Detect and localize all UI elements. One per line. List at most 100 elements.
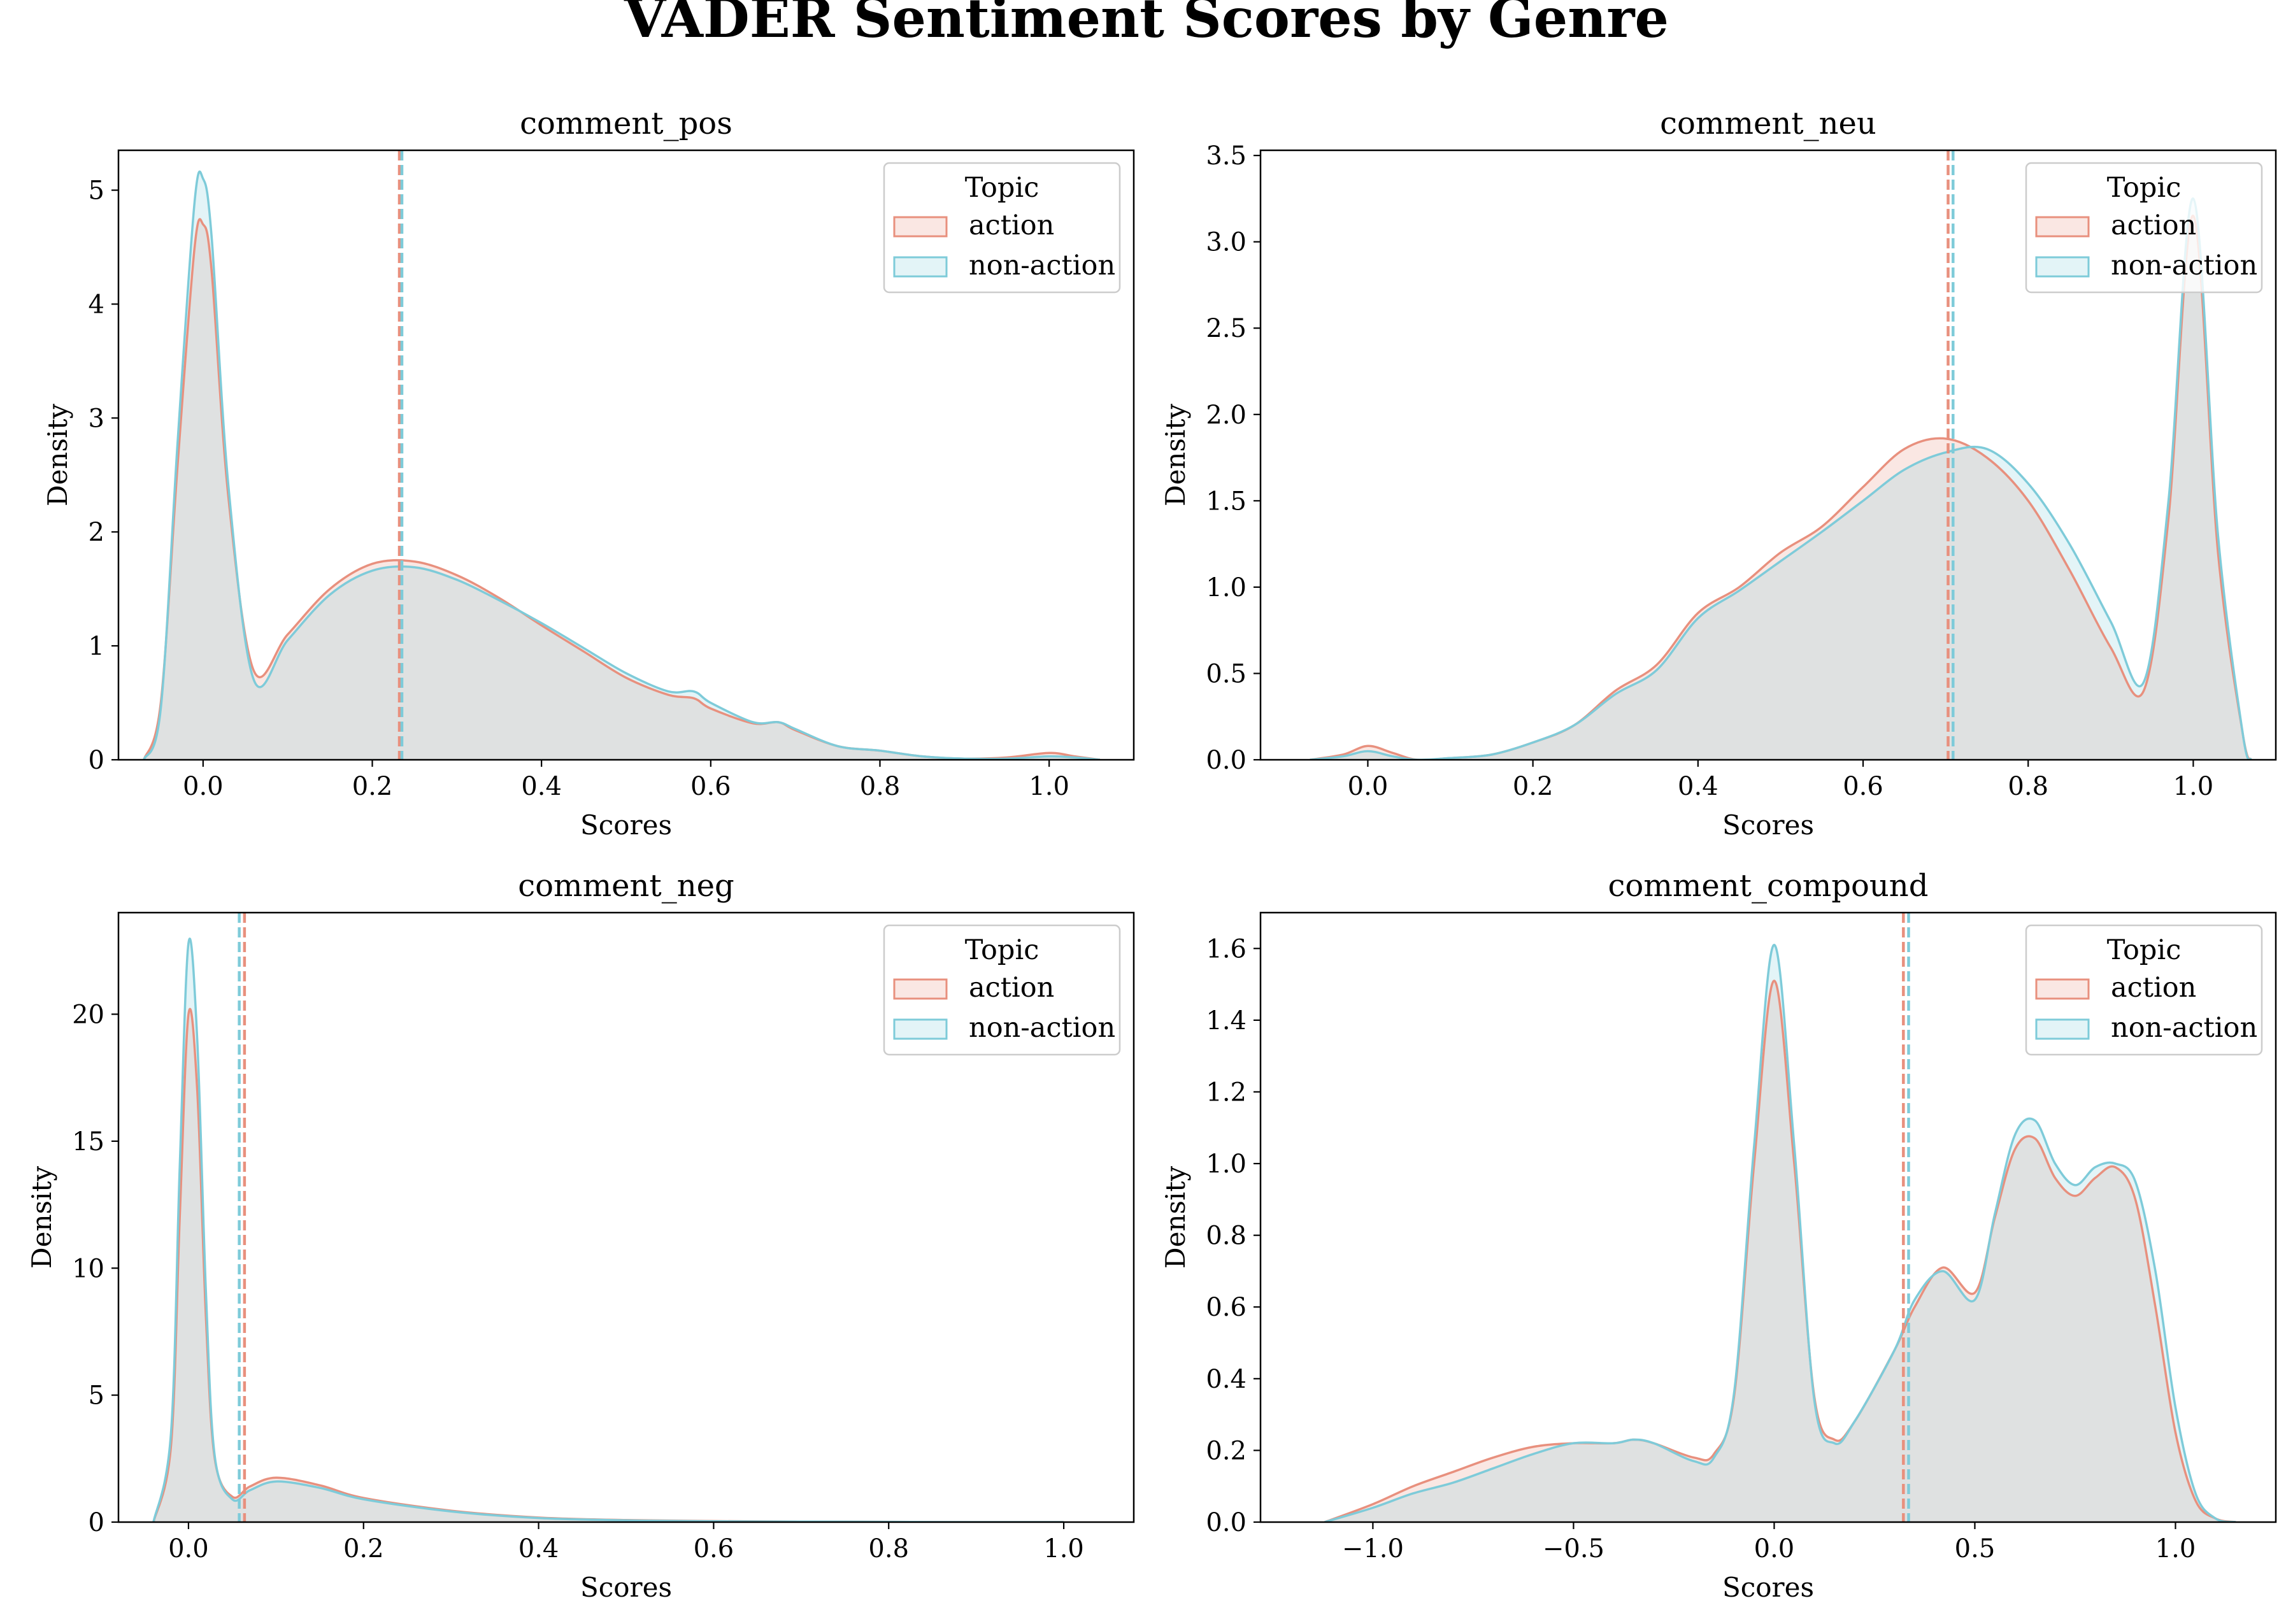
legend: Topic action non-action [2025, 162, 2263, 294]
plot-area [143, 150, 1101, 760]
legend-swatch-non-action [2035, 256, 2090, 278]
subplot-title: comment_neg [518, 868, 734, 904]
y-tick-label: 3 [89, 404, 104, 433]
y-tick-label: 0 [89, 746, 104, 775]
density-line-non-action [1324, 943, 2236, 1522]
subplot-comment-compound: −1.0 −0.5 0.0 0.5 1.0 0.0 0.2 0.4 0.6 0.8 1.0 1.2 1.… [1160, 868, 2277, 1603]
y-axis-label: Density [42, 404, 73, 506]
x-axis-label: Scores [580, 809, 672, 841]
y-tick-label: 15 [72, 1127, 104, 1157]
y-axis-label: Density [1160, 404, 1191, 506]
x-tick-label: 0.0 [1754, 1534, 1795, 1563]
y-tick-label: 3.5 [1206, 141, 1247, 171]
legend: Topic action non-action [883, 924, 1121, 1056]
y-tick-label: 3.0 [1206, 228, 1247, 257]
legend-swatch-non-action [893, 1018, 948, 1040]
legend: Topic action non-action [2025, 924, 2263, 1056]
legend-title: Topic [2107, 934, 2182, 966]
x-tick-label: −0.5 [1543, 1534, 1604, 1563]
y-tick-label: 1.4 [1206, 1006, 1247, 1036]
x-tick-label: 0.2 [343, 1534, 384, 1563]
legend-label-action: action [969, 972, 1054, 1004]
legend-box [2025, 162, 2263, 294]
x-tick-label: 0.8 [860, 772, 901, 801]
density-line-non-action [143, 170, 1101, 760]
legend-swatch-action [2035, 978, 2090, 1000]
x-tick-label: −1.0 [1342, 1534, 1404, 1563]
density-area-action [143, 219, 1100, 760]
legend-swatch-non-action [2035, 1018, 2090, 1040]
y-tick-label: 1.2 [1206, 1078, 1247, 1107]
legend-swatch-action [2035, 216, 2090, 238]
y-tick-label: 20 [72, 1001, 104, 1030]
y-axis-label: Density [26, 1166, 57, 1269]
legend-box [883, 162, 1121, 294]
x-tick-label: 0.0 [183, 772, 224, 801]
subplot-comment-neu: 0.0 0.2 0.4 0.6 0.8 1.0 0.0 0.5 1.0 1.5 2.0 2.5 3.0 3… [1160, 106, 2277, 841]
y-tick-label: 0.8 [1206, 1222, 1247, 1251]
x-tick-label: 0.6 [1843, 772, 1883, 801]
density-area-non-action [1324, 944, 2236, 1522]
x-tick-label: 1.0 [2155, 1534, 2196, 1563]
axes-frame [117, 149, 1135, 761]
legend-label-non-action: non-action [969, 250, 1115, 281]
plot-area [1324, 913, 2236, 1522]
subplot-comment-neg: 0.0 0.2 0.4 0.6 0.8 1.0 0 5 10 15 20 comment_neg Sco… [26, 868, 1135, 1603]
x-tick-label: 0.0 [1348, 772, 1389, 801]
y-tick-label: 2 [89, 518, 104, 547]
y-tick-label: 0.0 [1206, 746, 1247, 775]
x-tick-label: 0.2 [1513, 772, 1554, 801]
legend-title: Topic [2107, 172, 2182, 204]
x-tick-label: 0.4 [1678, 772, 1718, 801]
x-tick-label: 0.8 [868, 1534, 909, 1563]
subplot-title: comment_neu [1660, 106, 1876, 141]
y-tick-label: 1.0 [1206, 1150, 1247, 1179]
x-tick-label: 1.0 [1029, 772, 1069, 801]
legend-label-non-action: non-action [969, 1012, 1115, 1044]
axes-frame [1259, 911, 2277, 1523]
figure-title: VADER Sentiment Scores by Genre [624, 0, 1669, 50]
y-tick-label: 1 [89, 632, 104, 661]
legend-label-action: action [969, 210, 1054, 241]
y-tick-label: 0.0 [1206, 1508, 1247, 1537]
legend-box [883, 924, 1121, 1056]
density-area-action [153, 1009, 1064, 1522]
legend-swatch-action [893, 216, 948, 238]
y-tick-label: 0.5 [1206, 659, 1247, 688]
legend: Topic action non-action [883, 162, 1121, 294]
density-area-non-action [143, 171, 1100, 760]
y-tick-label: 2.0 [1206, 401, 1247, 430]
density-area-action [1324, 980, 2236, 1522]
legend-label-non-action: non-action [2111, 250, 2257, 281]
y-tick-label: 0.6 [1206, 1293, 1247, 1322]
x-tick-label: 1.0 [2173, 772, 2214, 801]
axes-frame [1259, 149, 2277, 761]
subplot-comment-pos: 0.0 0.2 0.4 0.6 0.8 1.0 0 1 2 3 4 5 comment_pos Score… [42, 106, 1135, 841]
density-area-action [1310, 215, 2252, 760]
x-tick-label: 1.0 [1043, 1534, 1084, 1563]
legend-title: Topic [965, 934, 1039, 966]
x-axis-label: Scores [580, 1572, 672, 1603]
x-tick-label: 0.6 [694, 1534, 734, 1563]
legend-title: Topic [965, 172, 1039, 204]
y-tick-label: 5 [89, 1381, 104, 1411]
legend-swatch-non-action [893, 256, 948, 278]
y-tick-label: 0 [89, 1508, 104, 1537]
x-tick-label: 0.4 [521, 772, 562, 801]
subplot-title: comment_pos [520, 106, 732, 141]
y-tick-label: 10 [72, 1254, 104, 1283]
legend-label-action: action [2111, 972, 2196, 1004]
y-tick-label: 5 [89, 176, 104, 206]
y-tick-label: 1.6 [1206, 934, 1247, 964]
y-tick-label: 1.0 [1206, 573, 1247, 602]
y-axis-label: Density [1160, 1166, 1191, 1269]
y-tick-label: 2.5 [1206, 314, 1247, 343]
legend-swatch-action [893, 978, 948, 1000]
subplot-title: comment_compound [1608, 868, 1929, 904]
legend-label-action: action [2111, 210, 2196, 241]
y-tick-label: 4 [89, 290, 104, 319]
density-line-action [152, 1008, 1064, 1522]
subplot-grid: 0.0 0.2 0.4 0.6 0.8 1.0 0 1 2 3 4 5 comment_pos Score… [26, 106, 2277, 1603]
x-tick-label: 0.6 [690, 772, 731, 801]
